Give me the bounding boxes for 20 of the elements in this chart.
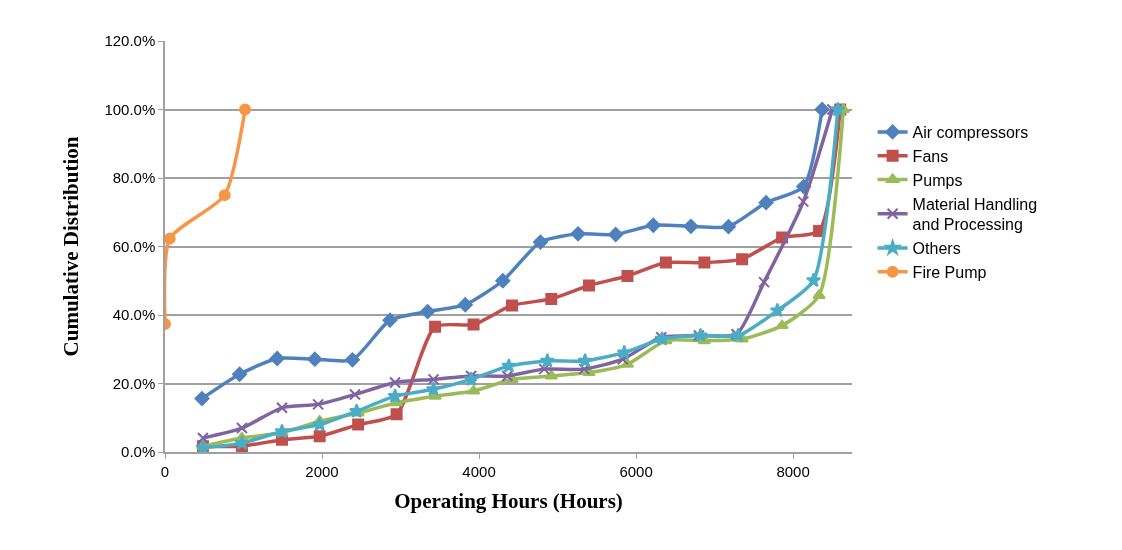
y-tick-label: 100.0% bbox=[104, 100, 156, 118]
x-tick-label: 4000 bbox=[462, 462, 496, 480]
legend-label: Material Handling and Processing bbox=[912, 195, 1038, 234]
x-axis-title: Operating Hours (Hours) bbox=[394, 489, 623, 514]
y-tick-label: 0.0% bbox=[121, 443, 156, 461]
x-tick-label: 0 bbox=[160, 462, 170, 480]
legend-label: Others bbox=[912, 240, 961, 258]
legend-label: Air compressors bbox=[912, 124, 1029, 142]
legend-label: Fans bbox=[912, 147, 949, 165]
x-tick-label: 2000 bbox=[305, 462, 339, 480]
y-tick-label: 40.0% bbox=[112, 306, 156, 324]
y-tick-label: 60.0% bbox=[112, 237, 156, 255]
y-axis-title: Cumulative Distribution bbox=[59, 136, 84, 357]
y-tick-label: 120.0% bbox=[104, 32, 156, 50]
legend-label: Pumps bbox=[912, 171, 963, 189]
x-tick-label: 6000 bbox=[619, 462, 653, 480]
x-tick-label: 8000 bbox=[776, 462, 810, 480]
y-tick-label: 80.0% bbox=[112, 169, 156, 187]
legend-label: Fire Pump bbox=[912, 263, 987, 281]
y-tick-label: 20.0% bbox=[112, 374, 156, 392]
